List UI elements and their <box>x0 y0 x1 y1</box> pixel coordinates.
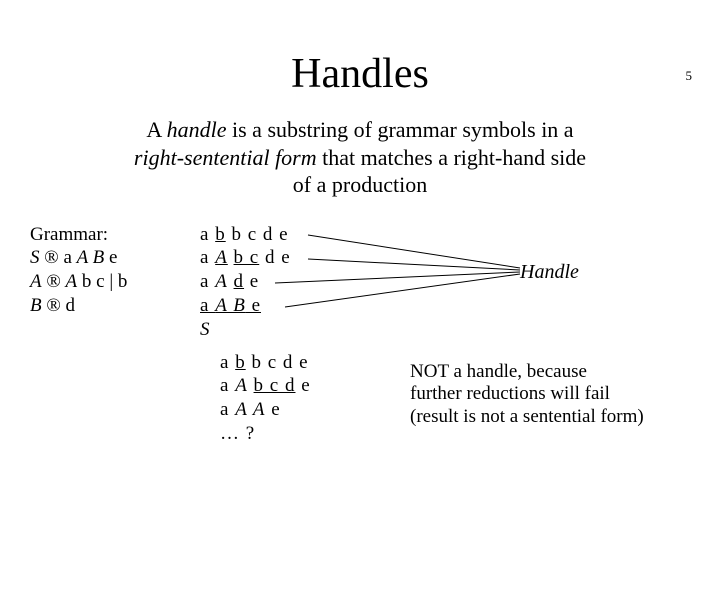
def-handle: handle <box>167 117 227 142</box>
not-handle-text: NOT a handle, because further reductions… <box>410 361 644 429</box>
rule-rhs: a A B e <box>63 247 117 268</box>
derivation-block-1: a b b c d e a A b c d e a A d e a A B e … <box>200 223 291 342</box>
deriv-row: a b b c d e <box>220 351 311 375</box>
def-p5: that matches a right-hand side <box>317 145 586 170</box>
rule-rhs: d <box>66 295 76 316</box>
grammar-label: Grammar: <box>30 223 127 247</box>
grammar-block: Grammar: S ® a A B e A ® A b c | b B ® d <box>30 223 127 318</box>
rule-lhs: B <box>30 295 42 316</box>
def-p3: is a substring of grammar symbols in a <box>227 117 574 142</box>
deriv-last: S <box>200 318 291 342</box>
not-handle-line: further reductions will fail <box>410 383 644 406</box>
not-handle-line: NOT a handle, because <box>410 361 644 384</box>
derivation-block-2: a b b c d e a A b c d e a A A e … ? <box>220 351 311 446</box>
page-number: 5 <box>686 68 693 84</box>
arrow-icon: ® <box>46 271 60 292</box>
grammar-rule: S ® a A B e <box>30 246 127 270</box>
grammar-rule: B ® d <box>30 294 127 318</box>
rule-lhs: A <box>30 271 42 292</box>
deriv-last: … ? <box>220 422 311 446</box>
deriv-row: a A b c d e <box>200 246 291 270</box>
deriv-row: a A b c d e <box>220 374 311 398</box>
arrow-icon: ® <box>46 295 60 316</box>
def-rsf: right-sentential form <box>134 145 317 170</box>
rule-lhs: S <box>30 247 40 268</box>
not-handle-line: (result is not a sentential form) <box>410 406 644 429</box>
deriv-row: a A d e <box>200 270 291 294</box>
rule-rhs: A b c | b <box>66 271 128 292</box>
def-p6: of a production <box>293 172 427 197</box>
def-p1: A <box>146 117 166 142</box>
definition-text: A handle is a substring of grammar symbo… <box>60 116 660 199</box>
deriv-row: a A A e <box>220 398 311 422</box>
grammar-rule: A ® A b c | b <box>30 270 127 294</box>
deriv-row: a b b c d e <box>200 223 291 247</box>
deriv-row: a A B e <box>200 294 291 318</box>
handle-label: Handle <box>520 261 579 284</box>
slide-title: Handles <box>0 50 720 98</box>
arrow-icon: ® <box>44 247 58 268</box>
